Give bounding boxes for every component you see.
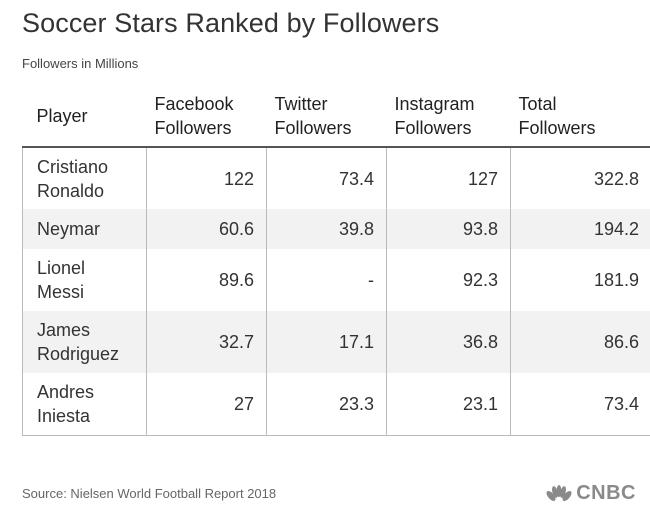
player-first-name: James xyxy=(37,320,91,340)
chart-subtitle: Followers in Millions xyxy=(22,56,139,71)
player-name-cell: Neymar xyxy=(22,209,147,249)
source-note: Source: Nielsen World Football Report 20… xyxy=(22,486,277,501)
table-row: Lionel Messi 89.6-92.3 181.9 xyxy=(22,249,650,311)
player-last-name: Ronaldo xyxy=(37,180,105,201)
table-header-row: Player Facebook Followers Twitter Follower… xyxy=(22,92,650,147)
total-value-cell: 322.8 xyxy=(510,147,650,209)
player-name-cell: James Rodriguez xyxy=(22,311,147,373)
column-header-facebook: Facebook Followers xyxy=(154,94,234,138)
column-header-instagram: Instagram Followers xyxy=(394,94,475,138)
facebook-value-cell: 27 xyxy=(146,373,267,435)
nbc-peacock-icon xyxy=(546,484,572,501)
player-name-cell: Cristiano Ronaldo xyxy=(22,147,147,209)
instagram-value-cell: 93.8 xyxy=(386,209,511,249)
column-header-total: Total Followers xyxy=(518,94,596,138)
cnbc-logo-text: CNBC xyxy=(576,482,636,504)
twitter-value-cell: 73.4 xyxy=(266,147,387,209)
instagram-value-cell: 36.8 xyxy=(386,311,511,373)
player-name-cell: Lionel Messi xyxy=(22,249,147,311)
cnbc-logo: CNBC xyxy=(546,482,636,505)
table-row: Cristiano Ronaldo 122 73.4 127 322.8 xyxy=(22,147,650,209)
player-last-name: Rodriguez xyxy=(37,344,120,364)
table-row: Neymar 60.6 39.8 93.8 194.2 xyxy=(22,209,650,249)
player-first-name: Cristiano xyxy=(37,156,109,177)
facebook-value-cell: 89.6 xyxy=(146,249,267,311)
column-header-twitter: Twitter Followers xyxy=(274,94,352,138)
facebook-value-cell: 60.6 xyxy=(146,209,267,249)
instagram-value-cell: 92.3 xyxy=(386,249,511,311)
total-value-cell: 181.9 xyxy=(510,249,650,311)
twitter-value-cell: 17.1 xyxy=(266,311,387,373)
chart-title: Soccer Stars Ranked by Followers xyxy=(22,8,440,38)
twitter-value-cell: - xyxy=(266,249,387,311)
player-last-name: Messi xyxy=(37,282,85,302)
table-row: James Rodriguez 32.7 17.1 36.8 86.6 xyxy=(22,311,650,373)
twitter-value-cell: 23.3 xyxy=(266,373,387,435)
total-value-cell: 86.6 xyxy=(510,311,650,373)
facebook-value-cell: 122 xyxy=(146,147,267,209)
instagram-value-cell: 23.1 xyxy=(386,373,511,435)
facebook-value-cell: 32.7 xyxy=(146,311,267,373)
instagram-value-cell: 127 xyxy=(386,147,511,209)
player-first-name: Neymar xyxy=(37,219,101,239)
table-row: Andres Iniesta 27 23.3 23.1 73.4 xyxy=(22,373,650,435)
player-name-cell: Andres Iniesta xyxy=(22,373,147,435)
player-first-name: Andres xyxy=(37,381,95,402)
twitter-value-cell: 39.8 xyxy=(266,209,387,249)
total-value-cell: 73.4 xyxy=(510,373,650,435)
column-header-player: Player xyxy=(36,106,88,126)
total-value-cell: 194.2 xyxy=(510,209,650,249)
player-last-name: Iniesta xyxy=(37,405,91,426)
player-first-name: Lionel xyxy=(37,258,86,278)
followers-table: Player Facebook Followers Twitter Follower… xyxy=(22,92,650,436)
